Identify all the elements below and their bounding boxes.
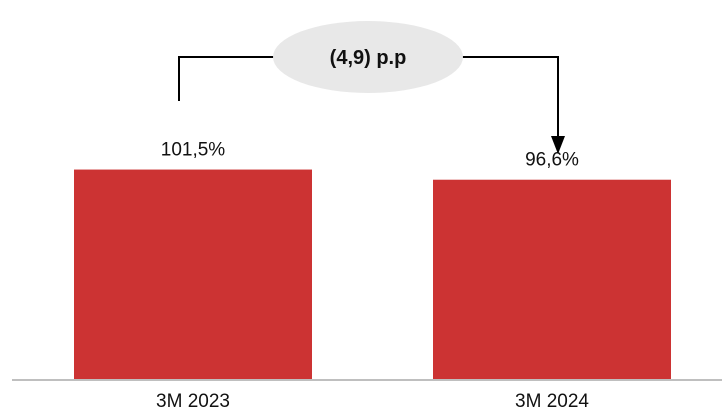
difference-bracket xyxy=(178,56,278,101)
labels-layer: 101,5% 3M 2023 96,6% 3M 2024 xyxy=(156,140,589,412)
arrow-head-icon xyxy=(551,136,565,154)
difference-arrow-line xyxy=(455,56,559,138)
difference-annotation: (4,9) p.p xyxy=(178,21,565,154)
x-tick-label-2: 3M 2024 xyxy=(515,391,589,412)
bar-2 xyxy=(433,179,671,380)
data-label-2: 96,6% xyxy=(525,150,579,171)
x-tick-label-1: 3M 2023 xyxy=(156,391,230,412)
bars-layer xyxy=(74,169,671,380)
data-label-1: 101,5% xyxy=(161,140,226,161)
difference-label: (4,9) p.p xyxy=(330,47,407,69)
difference-bubble xyxy=(273,21,463,93)
bar-1 xyxy=(74,169,312,380)
